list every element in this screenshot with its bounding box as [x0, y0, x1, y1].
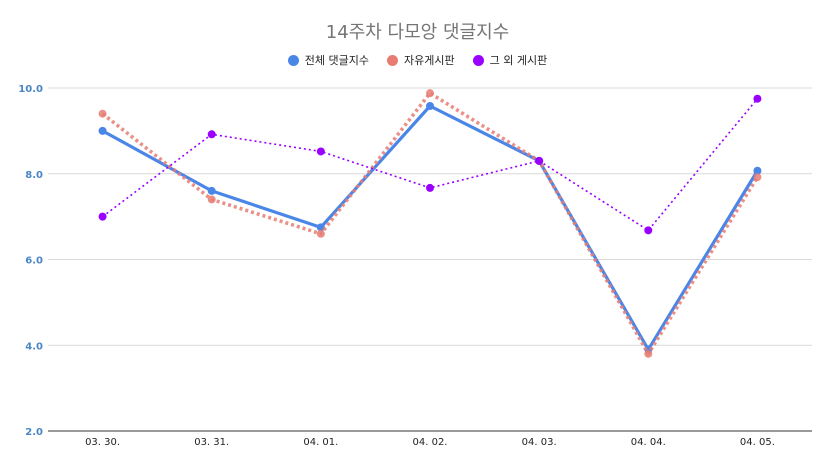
series-line-1 — [101, 91, 759, 356]
x-tick-label: 04. 01. — [303, 437, 338, 448]
x-tick-label: 03. 30. — [85, 437, 120, 448]
data-point-series-2 — [535, 156, 544, 165]
legend-label-total: 전체 댓글지수 — [304, 54, 369, 67]
y-tick-label: 10.0 — [18, 84, 43, 95]
legend: 전체 댓글지수 자유게시판 그 외 게시판 — [0, 52, 835, 68]
data-point-series-2 — [98, 212, 107, 221]
y-tick-label: 2.0 — [25, 427, 43, 438]
data-point-series-1 — [316, 229, 325, 238]
data-point-series-0 — [207, 186, 216, 195]
data-point-series-2 — [426, 183, 434, 192]
legend-swatch-total — [287, 54, 299, 66]
legend-item-other-boards: 그 외 게시판 — [472, 52, 548, 68]
series-line-2 — [102, 98, 759, 232]
x-tick-label: 04. 03. — [522, 437, 557, 448]
data-point-series-1 — [98, 109, 107, 118]
data-point-series-1 — [644, 349, 653, 358]
chart-title: 14주차 다모앙 댓글지수 — [325, 22, 510, 43]
y-tick-label: 4.0 — [25, 341, 43, 352]
data-point-series-2 — [644, 226, 653, 235]
legend-label-other-boards: 그 외 게시판 — [489, 54, 548, 67]
data-point-series-0 — [316, 223, 325, 232]
x-tick-label: 04. 02. — [413, 437, 448, 448]
legend-label-free-board: 자유게시판 — [404, 54, 455, 67]
data-point-series-2 — [316, 147, 325, 156]
data-point-series-1 — [207, 195, 216, 204]
data-point-series-0 — [753, 166, 762, 175]
legend-swatch-free-board — [387, 54, 398, 66]
x-tick-label: 04. 04. — [631, 437, 666, 448]
data-point-series-1 — [753, 173, 762, 182]
data-point-series-2 — [207, 130, 216, 139]
y-tick-label: 6.0 — [25, 256, 43, 267]
data-point-series-1 — [426, 89, 434, 98]
y-tick-label: 8.0 — [25, 170, 43, 181]
series-line-0 — [101, 104, 759, 352]
legend-item-free-board: 자유게시판 — [387, 52, 455, 68]
data-point-series-0 — [98, 126, 107, 135]
legend-swatch-other-boards — [472, 54, 484, 66]
x-tick-label: 03. 31. — [194, 437, 229, 448]
data-point-series-0 — [426, 102, 434, 111]
legend-item-total: 전체 댓글지수 — [287, 52, 369, 68]
data-point-series-2 — [753, 94, 762, 103]
x-tick-label: 04. 05. — [740, 437, 775, 448]
